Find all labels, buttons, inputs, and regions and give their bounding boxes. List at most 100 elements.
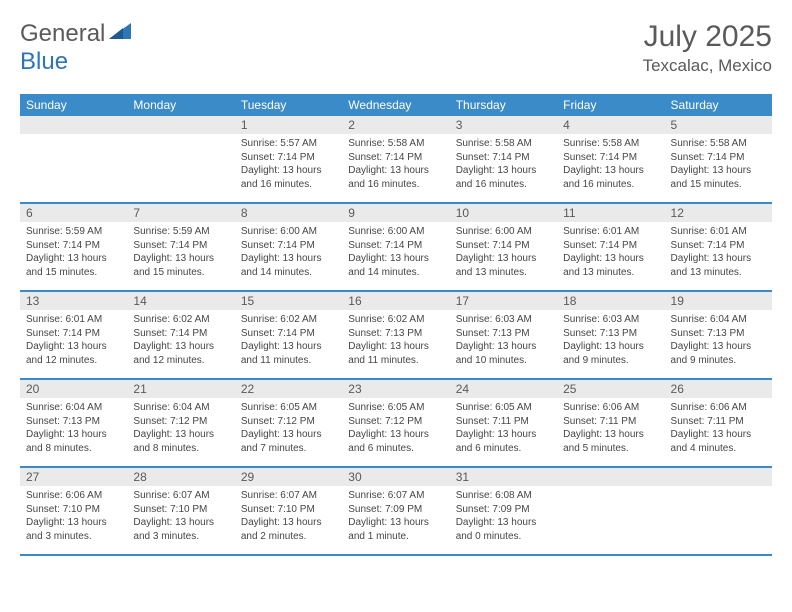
day-info-line: Sunset: 7:14 PM: [671, 151, 766, 165]
day-number: 19: [665, 292, 772, 310]
day-cell: [557, 468, 664, 554]
day-body: Sunrise: 6:07 AMSunset: 7:10 PMDaylight:…: [127, 486, 234, 546]
day-cell: 7Sunrise: 5:59 AMSunset: 7:14 PMDaylight…: [127, 204, 234, 290]
day-info-line: and 6 minutes.: [456, 442, 551, 456]
day-cell: [127, 116, 234, 202]
day-info-line: and 16 minutes.: [241, 178, 336, 192]
day-body: Sunrise: 6:02 AMSunset: 7:14 PMDaylight:…: [235, 310, 342, 370]
day-info-line: and 8 minutes.: [133, 442, 228, 456]
day-number: 28: [127, 468, 234, 486]
day-body: Sunrise: 6:02 AMSunset: 7:14 PMDaylight:…: [127, 310, 234, 370]
day-number: 12: [665, 204, 772, 222]
day-info-line: Daylight: 13 hours: [241, 340, 336, 354]
day-info-line: and 8 minutes.: [26, 442, 121, 456]
page-header: General July 2025 Texcalac, Mexico: [20, 20, 772, 76]
day-info-line: Sunset: 7:12 PM: [241, 415, 336, 429]
day-info-line: Daylight: 13 hours: [348, 164, 443, 178]
day-info-line: Sunset: 7:11 PM: [563, 415, 658, 429]
day-info-line: Sunset: 7:10 PM: [133, 503, 228, 517]
day-info-line: and 6 minutes.: [348, 442, 443, 456]
day-body: Sunrise: 5:59 AMSunset: 7:14 PMDaylight:…: [127, 222, 234, 282]
day-info-line: Sunset: 7:14 PM: [456, 239, 551, 253]
dayheader-monday: Monday: [127, 94, 234, 116]
day-cell: 8Sunrise: 6:00 AMSunset: 7:14 PMDaylight…: [235, 204, 342, 290]
day-body: Sunrise: 6:02 AMSunset: 7:13 PMDaylight:…: [342, 310, 449, 370]
location-subtitle: Texcalac, Mexico: [643, 56, 772, 76]
day-body: Sunrise: 5:59 AMSunset: 7:14 PMDaylight:…: [20, 222, 127, 282]
day-info-line: Daylight: 13 hours: [671, 428, 766, 442]
day-info-line: Sunset: 7:14 PM: [133, 327, 228, 341]
day-cell: 14Sunrise: 6:02 AMSunset: 7:14 PMDayligh…: [127, 292, 234, 378]
day-info-line: Sunset: 7:14 PM: [563, 239, 658, 253]
day-info-line: Daylight: 13 hours: [563, 428, 658, 442]
day-info-line: Sunrise: 6:03 AM: [563, 313, 658, 327]
day-body: Sunrise: 6:04 AMSunset: 7:13 PMDaylight:…: [20, 398, 127, 458]
day-info-line: Sunrise: 6:04 AM: [133, 401, 228, 415]
day-info-line: Sunset: 7:14 PM: [348, 239, 443, 253]
day-info-line: Sunset: 7:13 PM: [348, 327, 443, 341]
day-info-line: Sunrise: 6:01 AM: [563, 225, 658, 239]
day-info-line: Daylight: 13 hours: [241, 516, 336, 530]
day-info-line: Sunrise: 6:01 AM: [671, 225, 766, 239]
day-body: Sunrise: 5:57 AMSunset: 7:14 PMDaylight:…: [235, 134, 342, 194]
day-cell: 25Sunrise: 6:06 AMSunset: 7:11 PMDayligh…: [557, 380, 664, 466]
day-info-line: and 16 minutes.: [348, 178, 443, 192]
day-info-line: and 15 minutes.: [671, 178, 766, 192]
day-number-empty: [20, 116, 127, 134]
day-info-line: Sunrise: 6:05 AM: [241, 401, 336, 415]
day-number-empty: [557, 468, 664, 486]
day-info-line: Sunset: 7:12 PM: [133, 415, 228, 429]
day-cell: [20, 116, 127, 202]
day-cell: 6Sunrise: 5:59 AMSunset: 7:14 PMDaylight…: [20, 204, 127, 290]
day-info-line: Daylight: 13 hours: [26, 516, 121, 530]
day-info-line: and 12 minutes.: [133, 354, 228, 368]
day-number: 26: [665, 380, 772, 398]
day-info-line: and 16 minutes.: [456, 178, 551, 192]
day-info-line: and 15 minutes.: [26, 266, 121, 280]
day-info-line: Sunrise: 5:59 AM: [133, 225, 228, 239]
day-info-line: Sunset: 7:14 PM: [241, 239, 336, 253]
day-body: Sunrise: 6:07 AMSunset: 7:10 PMDaylight:…: [235, 486, 342, 546]
day-info-line: and 11 minutes.: [348, 354, 443, 368]
day-info-line: Daylight: 13 hours: [348, 428, 443, 442]
day-cell: 4Sunrise: 5:58 AMSunset: 7:14 PMDaylight…: [557, 116, 664, 202]
day-number: 3: [450, 116, 557, 134]
day-body: [665, 486, 772, 492]
day-info-line: Sunset: 7:11 PM: [671, 415, 766, 429]
day-info-line: Sunrise: 6:04 AM: [26, 401, 121, 415]
day-info-line: and 5 minutes.: [563, 442, 658, 456]
day-info-line: Sunrise: 5:57 AM: [241, 137, 336, 151]
day-info-line: and 3 minutes.: [26, 530, 121, 544]
day-info-line: Sunrise: 6:00 AM: [456, 225, 551, 239]
day-cell: 15Sunrise: 6:02 AMSunset: 7:14 PMDayligh…: [235, 292, 342, 378]
day-cell: 1Sunrise: 5:57 AMSunset: 7:14 PMDaylight…: [235, 116, 342, 202]
day-info-line: Sunset: 7:14 PM: [241, 151, 336, 165]
day-info-line: Sunset: 7:14 PM: [241, 327, 336, 341]
day-info-line: Sunset: 7:14 PM: [26, 239, 121, 253]
week-row: 20Sunrise: 6:04 AMSunset: 7:13 PMDayligh…: [20, 380, 772, 468]
day-cell: 16Sunrise: 6:02 AMSunset: 7:13 PMDayligh…: [342, 292, 449, 378]
day-info-line: Daylight: 13 hours: [26, 252, 121, 266]
day-cell: 23Sunrise: 6:05 AMSunset: 7:12 PMDayligh…: [342, 380, 449, 466]
day-info-line: Daylight: 13 hours: [348, 252, 443, 266]
day-info-line: Sunset: 7:14 PM: [26, 327, 121, 341]
day-info-line: and 13 minutes.: [456, 266, 551, 280]
day-number: 5: [665, 116, 772, 134]
day-info-line: Daylight: 13 hours: [348, 516, 443, 530]
day-body: [127, 134, 234, 140]
day-info-line: Daylight: 13 hours: [133, 516, 228, 530]
day-body: Sunrise: 6:01 AMSunset: 7:14 PMDaylight:…: [665, 222, 772, 282]
day-info-line: and 14 minutes.: [241, 266, 336, 280]
week-row: 27Sunrise: 6:06 AMSunset: 7:10 PMDayligh…: [20, 468, 772, 556]
day-number: 16: [342, 292, 449, 310]
day-info-line: Daylight: 13 hours: [671, 340, 766, 354]
logo-text-general: General: [20, 20, 105, 48]
day-info-line: Sunset: 7:10 PM: [241, 503, 336, 517]
day-number: 14: [127, 292, 234, 310]
day-info-line: Daylight: 13 hours: [671, 252, 766, 266]
day-info-line: Daylight: 13 hours: [563, 252, 658, 266]
day-body: Sunrise: 6:08 AMSunset: 7:09 PMDaylight:…: [450, 486, 557, 546]
day-cell: 19Sunrise: 6:04 AMSunset: 7:13 PMDayligh…: [665, 292, 772, 378]
day-info-line: Sunrise: 6:00 AM: [241, 225, 336, 239]
day-cell: 21Sunrise: 6:04 AMSunset: 7:12 PMDayligh…: [127, 380, 234, 466]
